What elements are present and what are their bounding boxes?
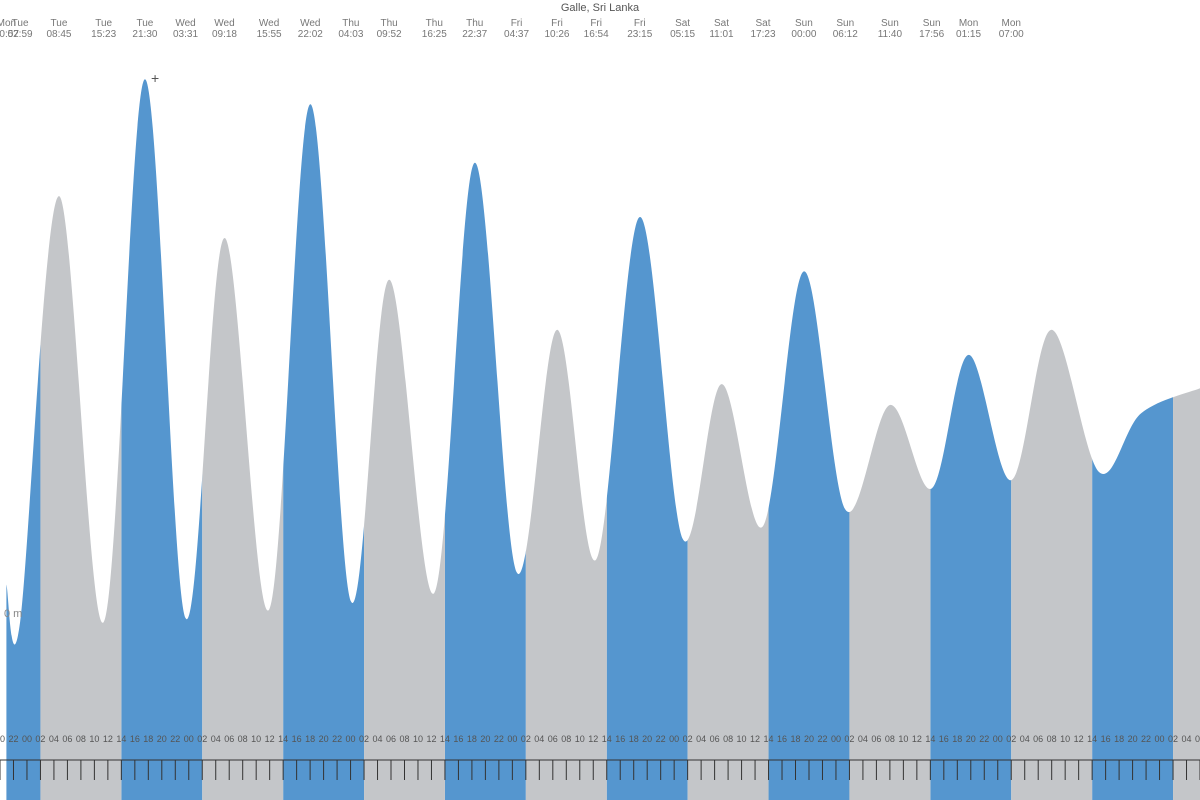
peak-marker: +: [151, 70, 159, 86]
chart-svg: +: [0, 0, 1200, 800]
tide-chart: Galle, Sri Lanka Mon20:57Tue02:59Tue08:4…: [0, 0, 1200, 800]
